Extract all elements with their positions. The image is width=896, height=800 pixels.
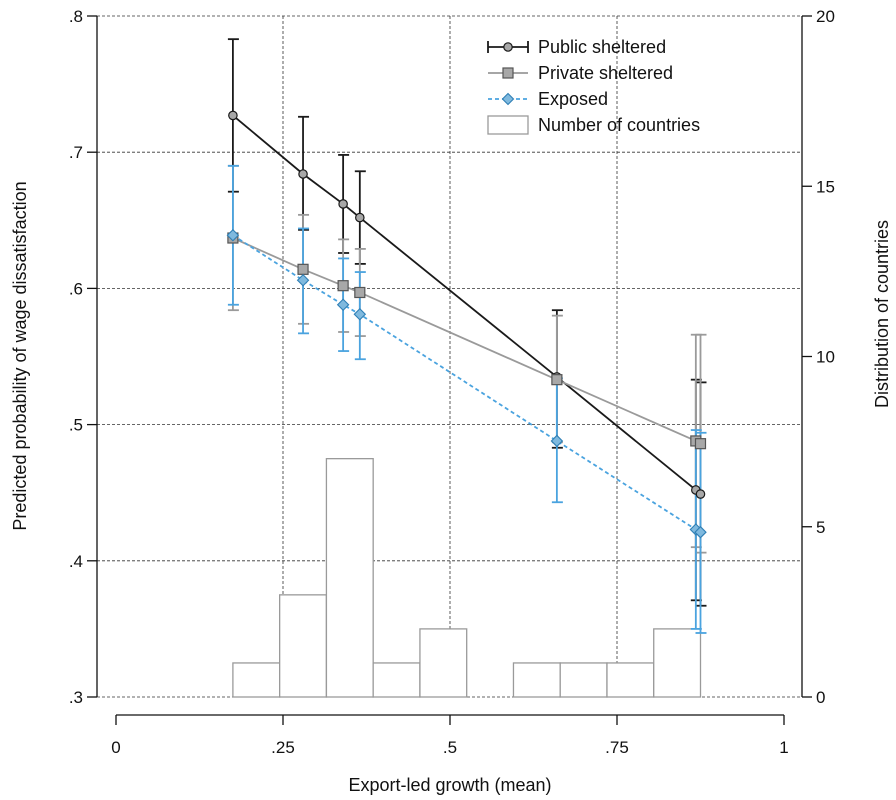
legend-marker: [501, 92, 515, 106]
legend-item: Number of countries: [487, 115, 700, 135]
legend-marker: [503, 42, 513, 52]
y2-axis-title: Distribution of countries: [872, 220, 892, 408]
y-tick-label: .5: [69, 416, 83, 435]
y-tick-label: .8: [69, 7, 83, 26]
x-tick-label: 1: [779, 738, 788, 757]
histogram-bar: [372, 662, 421, 698]
errorbars-1: [227, 164, 707, 554]
data-point: [355, 212, 365, 223]
legend-item: Private sheltered: [488, 63, 673, 83]
data-point: [354, 286, 366, 299]
grid-lines: [97, 15, 802, 698]
data-point: [297, 263, 309, 275]
x-tick-label: .25: [271, 738, 295, 757]
histogram-bar: [559, 662, 608, 698]
data-point: [296, 273, 310, 287]
legend-label: Exposed: [538, 89, 608, 109]
data-point: [550, 434, 564, 448]
y2-tick-label: 5: [816, 518, 825, 537]
y-tick-label: .7: [69, 143, 83, 162]
data-point: [338, 199, 348, 209]
data-point: [298, 169, 308, 179]
legend-label: Private sheltered: [538, 63, 673, 83]
errorbars-2: [227, 164, 707, 634]
y2-tick-label: 15: [816, 177, 835, 196]
data-point: [694, 525, 707, 539]
histogram-bar: [232, 662, 281, 698]
data-point: [695, 489, 706, 499]
legend-item: Exposed: [488, 89, 608, 109]
histogram-bar: [419, 628, 468, 698]
y2-tick-label: 0: [816, 688, 825, 707]
x-tick-label: .75: [605, 738, 629, 757]
histogram-bar: [606, 662, 655, 698]
y2-tick-label: 20: [816, 7, 835, 26]
y-tick-label: .3: [69, 688, 83, 707]
legend-label: Number of countries: [538, 115, 700, 135]
x-tick-label: .5: [443, 738, 457, 757]
data-point: [551, 374, 563, 386]
data-point: [337, 280, 349, 292]
histogram-bar: [325, 457, 374, 698]
histogram-bar: [279, 594, 328, 698]
data-point: [228, 110, 238, 121]
y-axis-title: Predicted probability of wage dissatisfa…: [10, 181, 30, 530]
legend: Public sheltered Private sheltered Exposed…: [487, 37, 700, 135]
y-tick-label: .6: [69, 279, 83, 298]
tick-marks: .3 .4 .5 .6 .7 .8 0 5 10 15 20 0 .25 .5 .75 1: [69, 7, 835, 757]
x-tick-label: 0: [111, 738, 120, 757]
x-axis-title: Export-led growth (mean): [348, 775, 551, 795]
histogram-bar: [653, 628, 702, 698]
legend-marker: [502, 67, 514, 79]
legend-swatch: [487, 115, 529, 135]
legend-item: Public sheltered: [487, 37, 666, 57]
legend-label: Public sheltered: [538, 37, 666, 57]
data-point: [336, 298, 350, 312]
series-layer: [226, 38, 707, 634]
data-point: [353, 308, 367, 321]
y-tick-label: .4: [69, 552, 83, 571]
y2-tick-label: 10: [816, 348, 835, 367]
histogram-bar: [512, 662, 561, 698]
histogram: [232, 457, 702, 698]
data-point: [226, 229, 240, 242]
data-point: [694, 438, 707, 450]
